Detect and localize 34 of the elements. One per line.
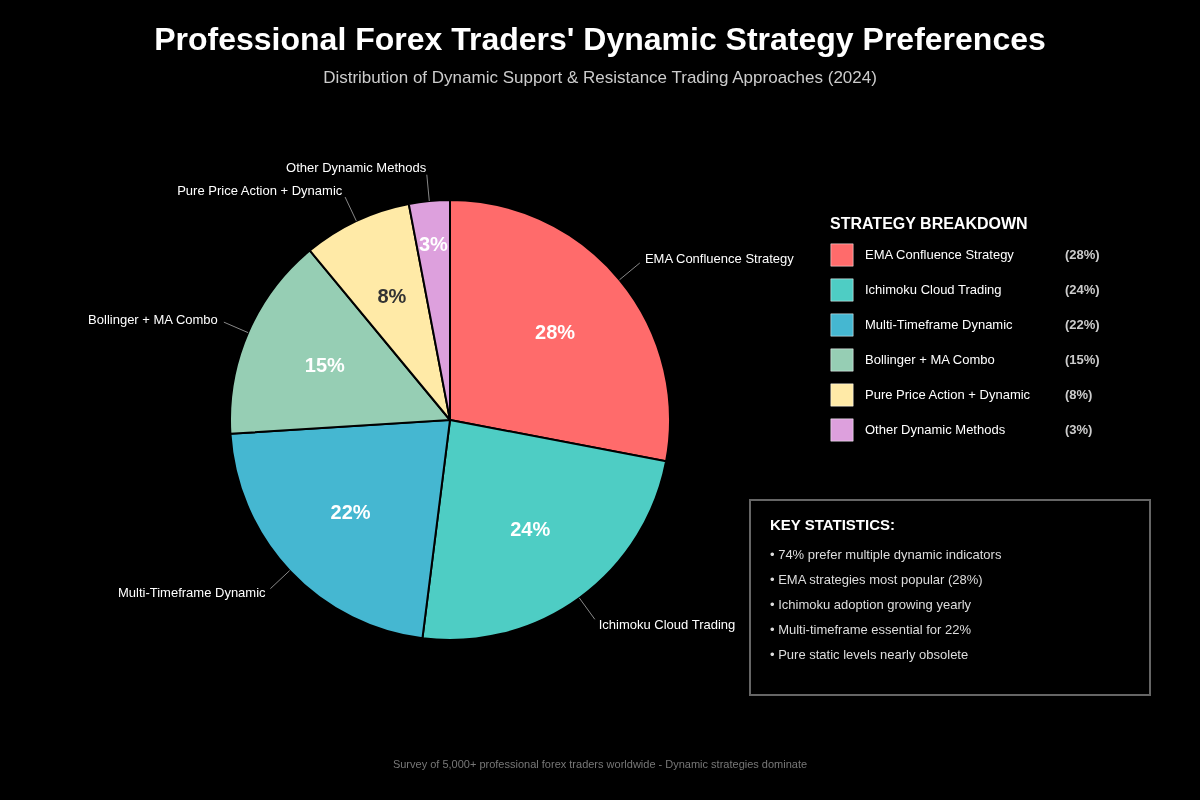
text: (22%) [1065, 317, 1100, 332]
chart-subtitle: Distribution of Dynamic Support & Resistance Trading Approaches (2024) [323, 68, 877, 87]
text: (3%) [1065, 422, 1093, 437]
slice-label: Pure Price Action + Dynamic [177, 183, 343, 199]
text: (8%) [1065, 387, 1093, 402]
chart-title: Professional Forex Traders' Dynamic Strategy Preferences [154, 21, 1046, 57]
data-label: 28% [535, 321, 576, 344]
data-label: 3% [418, 232, 449, 255]
legend-label: Bollinger + MA Combo [865, 352, 995, 367]
text: • Ichimoku adoption growing yearly [770, 597, 972, 612]
slice-label: Ichimoku Cloud Trading [598, 616, 736, 632]
text: • Multi-timeframe essential for 22% [770, 622, 972, 637]
data-label: 24% [510, 518, 551, 541]
slice-label: Bollinger + MA Combo [88, 311, 218, 327]
data-label: 15% [304, 353, 346, 376]
legend-title: STRATEGY BREAKDOWN [830, 215, 1028, 232]
legend-label: EMA Confluence Strategy [865, 247, 1015, 262]
text: (15%) [1065, 352, 1100, 367]
legend-label: Other Dynamic Methods [865, 422, 1006, 437]
text: • EMA strategies most popular (28%) [770, 572, 983, 587]
text: Survey of 5,000+ professional forex traders worldwide - Dynamic strategies dominate [392, 758, 808, 770]
text: (24%) [1065, 282, 1100, 297]
text: • Pure static levels nearly obsolete [770, 647, 969, 662]
text: (28%) [1065, 247, 1100, 262]
legend-label: Multi-Timeframe Dynamic [865, 317, 1014, 332]
text: • 74% prefer multiple dynamic indicators [770, 547, 1002, 562]
slice-label: Multi-Timeframe Dynamic [117, 585, 267, 601]
data-label: 8% [377, 284, 407, 307]
legend-label: Ichimoku Cloud Trading [865, 282, 1002, 297]
slice-label: Other Dynamic Methods [286, 160, 427, 176]
slice-label: EMA Confluence Strategy [644, 250, 795, 266]
data-label: 22% [330, 501, 371, 524]
legend-label: Pure Price Action + Dynamic [865, 387, 1031, 402]
text: KEY STATISTICS: [770, 516, 896, 533]
